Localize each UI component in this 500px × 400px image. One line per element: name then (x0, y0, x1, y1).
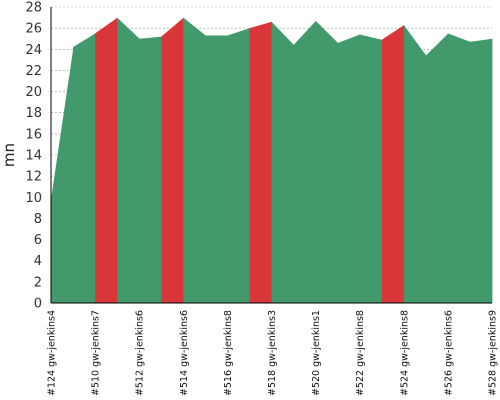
area-segment-14-success (337, 34, 361, 303)
area-segment-1-success (51, 47, 74, 303)
x-tick-label: #522 gw-jenkins8 (355, 310, 366, 396)
y-tick-label-0: 0 (34, 297, 42, 312)
y-tick-label-4: 4 (34, 254, 42, 269)
x-tick-label: #510 gw-jenkins7 (91, 310, 102, 396)
area-segment-12-success (293, 20, 316, 303)
x-tick-label: #124 gw-jenkins4 (47, 310, 58, 396)
area-segment-5-success (139, 36, 162, 303)
y-tick-label-10: 10 (25, 191, 42, 206)
y-tick-label-28: 28 (25, 1, 42, 16)
x-tick-label: #512 gw-jenkins6 (135, 310, 146, 396)
x-tick-label: #518 gw-jenkins3 (267, 310, 278, 396)
y-tick-label-20: 20 (25, 85, 42, 100)
area-segment-15-success (359, 34, 383, 303)
y-tick-label-24: 24 (25, 43, 42, 58)
area-segment-7-success (183, 17, 206, 303)
area-segment-2-success (73, 33, 96, 304)
x-tick-label: #526 gw-jenkins6 (443, 310, 454, 396)
x-tick-label: #528 gw-jenkins9 (488, 310, 499, 396)
x-tick-label: #516 gw-jenkins8 (223, 310, 234, 396)
area-segment-19-success (447, 33, 471, 304)
plot-area (51, 17, 493, 304)
area-segment-13-success (315, 20, 339, 303)
area-segment-9-success (227, 28, 250, 304)
x-tick-label: #514 gw-jenkins6 (179, 310, 190, 396)
area-segment-20-success (469, 38, 493, 303)
area-segment-3-failure (95, 17, 118, 303)
y-tick-label-14: 14 (25, 149, 42, 164)
area-segment-6-failure (161, 17, 184, 303)
y-tick-label-2: 2 (34, 275, 42, 290)
y-tick-label-26: 26 (25, 22, 42, 37)
y-tick-label-16: 16 (25, 127, 42, 142)
y-tick-label-12: 12 (25, 170, 42, 185)
area-segment-16-failure (381, 24, 405, 303)
x-tick-label: #520 gw-jenkins1 (311, 310, 322, 396)
x-tick-label: #524 gw-jenkins8 (399, 310, 410, 396)
x-tick-labels: #124 gw-jenkins4 #510 gw-jenkins7 #512 gw-… (47, 310, 499, 396)
area-segment-11-success (271, 21, 294, 304)
y-tick-label-22: 22 (25, 64, 42, 79)
y-tick-label-6: 6 (34, 233, 42, 248)
axes (50, 7, 492, 304)
area-segment-8-success (205, 35, 228, 304)
area-segment-17-success (403, 24, 427, 303)
area-segment-18-success (425, 33, 449, 304)
y-tick-label-8: 8 (34, 212, 42, 227)
area-segment-10-failure (249, 21, 272, 304)
area-segment-4-success (117, 17, 140, 303)
y-tick-label-18: 18 (25, 106, 42, 121)
y-axis-title: mn (0, 143, 18, 167)
